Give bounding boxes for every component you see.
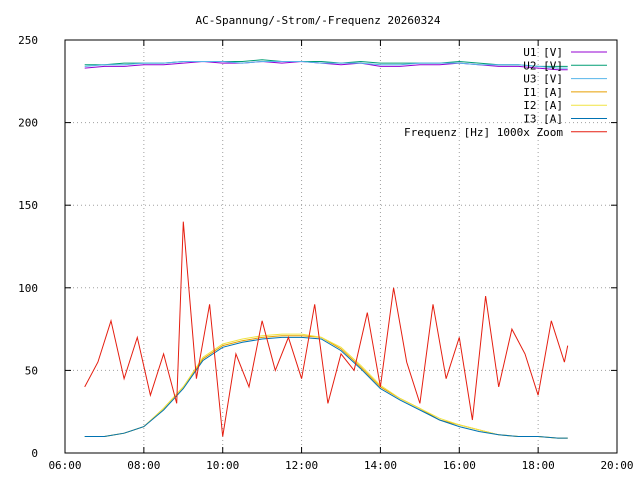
y-tick-label: 100 xyxy=(18,282,38,295)
x-tick-label: 14:00 xyxy=(364,459,397,472)
x-tick-label: 12:00 xyxy=(285,459,318,472)
legend: U1 [V]U2 [V]U3 [V]I1 [A]I2 [A]I3 [A]Freq… xyxy=(404,46,607,139)
x-tick-label: 10:00 xyxy=(206,459,239,472)
x-tick-label: 08:00 xyxy=(127,459,160,472)
legend-label-4: I1 [A] xyxy=(523,86,563,99)
legend-label-5: I2 [A] xyxy=(523,99,563,112)
y-tick-label: 150 xyxy=(18,199,38,212)
legend-label-3: U3 [V] xyxy=(523,73,563,86)
legend-label-1: U1 [V] xyxy=(523,46,563,59)
axis-layer: 0 50 100 150 200 250 06:00 08:00 10:00 12:00 14:00… xyxy=(18,34,633,472)
grid-layer xyxy=(65,40,617,453)
y-tick-label: 250 xyxy=(18,34,38,47)
chart-title: AC-Spannung/-Strom/-Frequenz 20260324 xyxy=(195,14,440,27)
x-tick-label: 06:00 xyxy=(48,459,81,472)
x-tick-label: 16:00 xyxy=(443,459,476,472)
plot-frame xyxy=(64,39,618,454)
legend-label-7: Frequenz [Hz] 1000x Zoom xyxy=(404,126,563,139)
y-tick-label: 200 xyxy=(18,117,38,130)
series-line-1 xyxy=(84,60,568,71)
series-line-6 xyxy=(84,336,568,439)
x-tick-label: 18:00 xyxy=(522,459,555,472)
y-tick-label: 0 xyxy=(31,447,38,460)
legend-label-6: I3 [A] xyxy=(523,113,563,126)
series-line-7 xyxy=(84,221,569,437)
series-layer xyxy=(84,59,569,439)
x-tick-label: 20:00 xyxy=(600,459,633,472)
y-tick-label: 50 xyxy=(25,364,38,377)
series-line-3 xyxy=(84,61,568,69)
legend-label-2: U2 [V] xyxy=(523,59,563,72)
